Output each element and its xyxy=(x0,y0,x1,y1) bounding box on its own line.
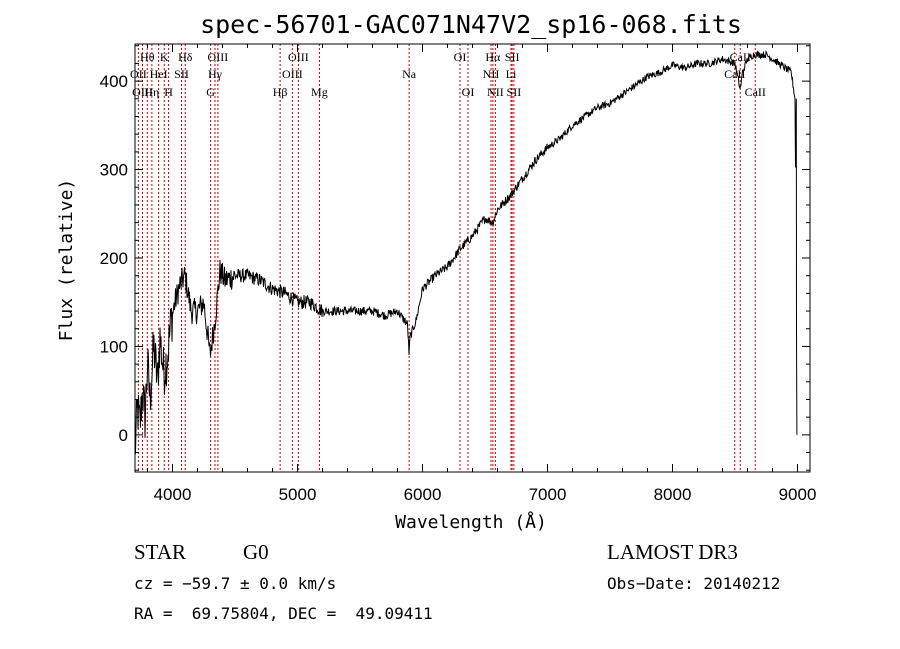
spectral-line-label: SII xyxy=(174,67,189,81)
spectral-line-label: H xyxy=(164,85,173,99)
spectral-line-label: Hδ xyxy=(178,50,193,64)
spectral-line-label: CaII xyxy=(745,85,766,99)
spectral-line-markers xyxy=(137,44,756,472)
x-tick-label: 6000 xyxy=(404,485,442,504)
spectral-line-label: SII xyxy=(505,50,520,64)
x-tick-label: 4000 xyxy=(154,485,192,504)
spectral-line-label: Hα xyxy=(485,50,501,64)
spectral-line-label: Na xyxy=(402,67,417,81)
x-tick-label: 7000 xyxy=(529,485,567,504)
plot-frame xyxy=(134,43,811,473)
spectral-line-label: G xyxy=(206,85,215,99)
spectral-line-label: CaII xyxy=(724,67,745,81)
x-tick-label: 5000 xyxy=(279,485,317,504)
spectral-line-label: OIII xyxy=(282,67,303,81)
spectral-line-label: NII xyxy=(487,85,504,99)
x-tick-label: 8000 xyxy=(654,485,692,504)
spectral-line-label: OI xyxy=(462,85,475,99)
spectral-line-label: CaII xyxy=(730,50,751,64)
coordinates: RA = 69.75804, DEC = 49.09411 xyxy=(134,604,433,623)
spectral-line-label: OII xyxy=(130,67,147,81)
spectral-subclass: G0 xyxy=(243,540,269,564)
y-tick-label: 0 xyxy=(119,426,128,445)
spectral-line-label: OIII xyxy=(208,50,229,64)
spectral-line-label: HeI xyxy=(150,67,168,81)
redshift-velocity: cz = −59.7 ± 0.0 km/s xyxy=(134,574,337,593)
spectral-line-label: K xyxy=(160,50,169,64)
spectrum-line xyxy=(134,50,798,455)
x-tick-label: 9000 xyxy=(779,485,817,504)
spectral-line-label: OI xyxy=(454,50,467,64)
x-axis-ticks: 4000 5000 6000 7000 8000 9000 xyxy=(147,44,817,504)
y-axis-label: Flux (relative) xyxy=(56,179,77,342)
y-tick-label: 400 xyxy=(100,72,128,91)
spectral-line-label: OIII xyxy=(132,85,153,99)
spectral-line-label: Hβ xyxy=(273,85,288,99)
y-tick-label: 200 xyxy=(100,249,128,268)
spectral-line-label: OIII xyxy=(288,50,309,64)
spectral-line-label: Hη xyxy=(144,85,159,99)
observation-date: Obs−Date: 20140212 xyxy=(607,574,781,593)
spectral-line-label: Li xyxy=(506,67,517,81)
spectral-line-label: Mg xyxy=(311,85,328,99)
x-axis-label: Wavelength (Å) xyxy=(395,511,547,533)
spectral-line-label: Hθ xyxy=(140,50,155,64)
spectral-line-label: SII xyxy=(507,85,522,99)
y-tick-label: 300 xyxy=(100,161,128,180)
chart-title: spec-56701-GAC071N47V2_sp16-068.fits xyxy=(200,10,742,39)
y-axis-ticks: 0 100 200 300 400 xyxy=(100,45,810,471)
object-class: STAR xyxy=(134,540,186,564)
survey-name: LAMOST DR3 xyxy=(607,540,738,564)
spectral-line-label: NII xyxy=(483,67,500,81)
spectral-line-label: Hγ xyxy=(208,67,223,81)
y-tick-label: 100 xyxy=(100,337,128,356)
